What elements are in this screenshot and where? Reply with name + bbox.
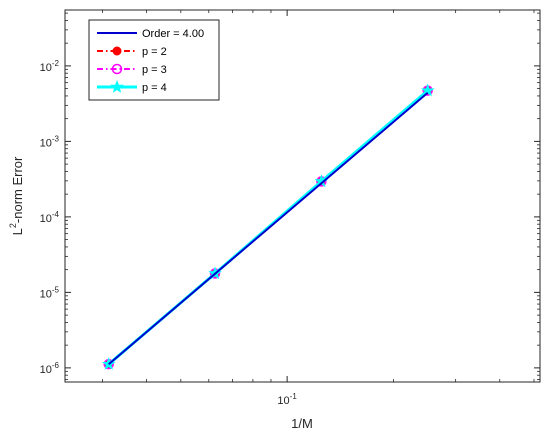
legend-label: p = 2 [142, 46, 167, 58]
series-line [108, 92, 429, 365]
y-axis-title: L2-norm Error [8, 156, 25, 235]
legend-marker [111, 63, 123, 75]
legend-marker [112, 46, 122, 56]
x-axis-title: 1/M [291, 416, 313, 431]
y-tick-label: 10-2 [40, 59, 60, 74]
legend: Order = 4.00 p = 2 p = 3 p = 4 [88, 19, 220, 101]
legend-label: p = 4 [142, 82, 167, 94]
series-order-4-00 [108, 92, 429, 365]
legend-label: Order = 4.00 [142, 28, 204, 40]
legend-entry-order-4-00: Order = 4.00 [97, 28, 204, 40]
legend-entry-p-4: p = 4 [97, 79, 167, 94]
y-tick-label: 10-4 [40, 210, 60, 225]
legend-entry-p-2: p = 2 [97, 46, 167, 58]
x-tick-label: 10-1 [277, 392, 297, 407]
legend-marker [110, 79, 124, 93]
legend-entry-p-3: p = 3 [97, 63, 167, 76]
ticks-layer: 10-6 10-5 10-4 10-3 10-2 10-1 [40, 10, 540, 407]
y-tick-label: 10-3 [40, 134, 60, 149]
y-tick-label: 10-5 [40, 285, 60, 300]
series-layer [101, 83, 435, 370]
legend-label: p = 3 [142, 64, 167, 76]
y-tick-label: 10-6 [40, 361, 60, 376]
